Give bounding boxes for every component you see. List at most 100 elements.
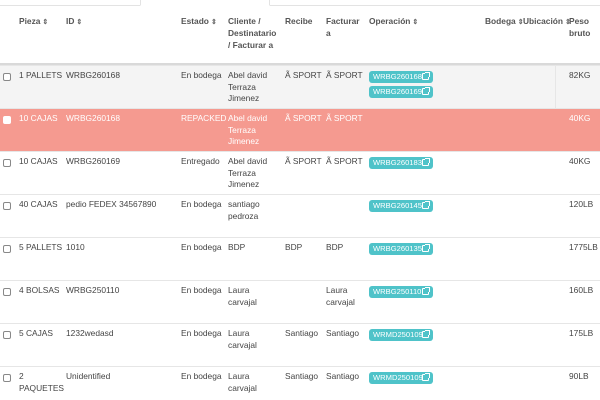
sort-icon[interactable]: ⇕ [210,19,217,26]
header-pieza-label: Pieza [19,16,41,26]
cell-estado: En bodega [181,371,222,381]
cell-pieza-line: 4 BOLSAS [19,285,60,295]
operation-tag[interactable]: WRMD250109 [369,372,433,384]
cell-facturar-line: Santiago [326,371,360,381]
cell-pieza-line: 10 CAJAS [19,156,58,166]
header-recibe[interactable]: Recibe [285,15,312,27]
row-checkbox[interactable] [3,159,11,167]
table-row[interactable]: 10 CAJAS WRBG260169 Entregado Abel david Ter… [0,151,600,194]
active-tab-fragment[interactable] [140,0,270,6]
row-checkbox[interactable] [3,245,11,253]
header-id[interactable]: ID ⇕ [66,15,82,29]
cell-cliente-line: Laura [228,371,250,381]
header-peso[interactable]: Peso bruto [569,15,590,39]
cell-id: Unidentified [66,371,111,381]
header-id-label: ID [66,16,75,26]
operation-tag-label: WRBG260183 [373,158,422,167]
sort-icon[interactable]: ⇕ [517,19,524,26]
table-row[interactable]: 1 PALLETS WRBG260168 En bodega Abel david Te… [0,65,600,109]
cell-recibe: Santiago [285,371,319,381]
sort-icon[interactable]: ⇕ [412,19,419,26]
cell-operacion: WRMD250109 [369,326,433,341]
operation-tag[interactable]: WRBG260168 [369,71,433,83]
sort-icon[interactable]: ⇕ [565,19,571,26]
operation-tag-label: WRMD250109 [373,373,423,382]
header-cliente-line1: Cliente / [228,16,261,26]
cell-facturar-line: Ã SPORT [326,70,363,80]
top-tab-strip [0,0,600,6]
operation-tag[interactable]: WRBG260135 [369,243,433,255]
header-facturar[interactable]: Facturar a [326,15,360,39]
cell-recibe: Santiago [285,328,319,338]
table-row[interactable]: 4 BOLSAS WRBG250110 En bodega Laura carvajal… [0,280,600,323]
operation-tag[interactable]: WRBG260145 [369,200,433,212]
row-checkbox[interactable] [3,116,11,124]
cell-cliente: Laura carvajal [228,285,257,308]
cell-cliente-line: Abel david [228,113,268,123]
external-link-icon [422,373,430,381]
header-pieza[interactable]: Pieza ⇕ [19,15,48,29]
cell-cliente-line: Abel david [228,156,268,166]
header-bodega[interactable]: Bodega ⇕ [485,15,524,29]
column-divider [555,66,556,109]
table-row[interactable]: 5 PALLETS 1010 En bodega BDP BDP BDP WRBG26013… [0,237,600,280]
cell-cliente-line: Terraza [228,81,256,92]
sort-icon[interactable]: ⇕ [42,19,49,26]
operation-tag[interactable]: WRBG260183 [369,157,433,169]
operation-tag[interactable]: WRMD250109 [369,329,433,341]
row-checkbox[interactable] [3,73,11,81]
cell-pieza: 5 CAJAS [19,328,53,340]
cell-cliente-line: Terraza [228,167,256,178]
cell-estado: En bodega [181,242,222,252]
header-estado-label: Estado [181,16,209,26]
cell-id: 1232wedasd [66,328,114,338]
row-checkbox[interactable] [3,331,11,339]
operation-tag-label: WRBG260168 [373,72,422,81]
cell-cliente: Laura carvajal [228,371,257,394]
operation-tag[interactable]: WRBG260169 [369,86,433,98]
cell-operacion: WRBG260145 [369,197,433,212]
cell-cliente-line: Terraza [228,124,256,135]
table-row[interactable]: 5 CAJAS 1232wedasd En bodega Laura carvajal S… [0,323,600,366]
cell-peso: 40KG [569,156,591,166]
cell-cliente-line: santiago [228,199,260,209]
cell-pieza-line: PAQUETES [19,382,64,393]
cell-facturar: Santiago [326,371,359,383]
cell-pieza: 10 CAJAS [19,113,58,125]
cell-estado: Entregado [181,156,220,166]
header-cliente[interactable]: Cliente / Destinatario / Facturar a [228,15,276,51]
cell-id: pedio FEDEX 34567890 [66,199,157,209]
header-cliente-line2: Destinatario [228,28,277,38]
header-ubicacion[interactable]: Ubicación ⇕ [523,15,571,29]
cell-facturar-line: Santiago [326,328,360,338]
operation-tag-label: WRBG260145 [373,201,422,210]
cell-pieza: 5 PALLETS [19,242,62,254]
table-row[interactable]: 10 CAJAS WRBG260168 REPACKED Abel david Terr… [0,108,600,151]
cell-peso: 175LB [569,328,594,338]
table-header: Pieza ⇕ ID ⇕ Estado ⇕ Cliente / Destinatari… [0,7,600,65]
row-checkbox[interactable] [3,202,11,210]
table-row[interactable]: 2 PAQUETES Unidentified En bodega Laura carva… [0,366,600,400]
row-checkbox[interactable] [3,288,11,296]
row-checkbox[interactable] [3,374,11,382]
cell-facturar-line: Ã SPORT [326,113,363,123]
header-cliente-line3: / Facturar a [228,40,274,50]
external-link-icon [422,330,430,338]
header-estado[interactable]: Estado ⇕ [181,15,217,29]
sort-icon[interactable]: ⇕ [76,19,83,26]
cell-cliente: Abel david Terraza Jimenez [228,113,267,148]
operation-tag-label: WRMD250109 [373,330,423,339]
header-operacion[interactable]: Operación ⇕ [369,15,418,29]
cell-facturar-line: BDP [326,242,344,252]
cell-estado: REPACKED [181,113,227,123]
cell-pieza-line: 2 [19,371,24,381]
cell-facturar: Santiago [326,328,359,340]
cell-cliente-line: Laura [228,285,250,295]
cell-pieza: 4 BOLSAS [19,285,60,297]
table-row[interactable]: 40 CAJAS pedio FEDEX 34567890 En bodega san… [0,194,600,237]
cell-cliente-line: Laura [228,328,250,338]
cell-id: WRBG260169 [66,156,120,166]
cell-operacion: WRBG260168 WRBG260169 [369,68,433,98]
operation-tag[interactable]: WRBG250110 [369,286,433,298]
cell-facturar-line: carvajal [326,296,355,307]
